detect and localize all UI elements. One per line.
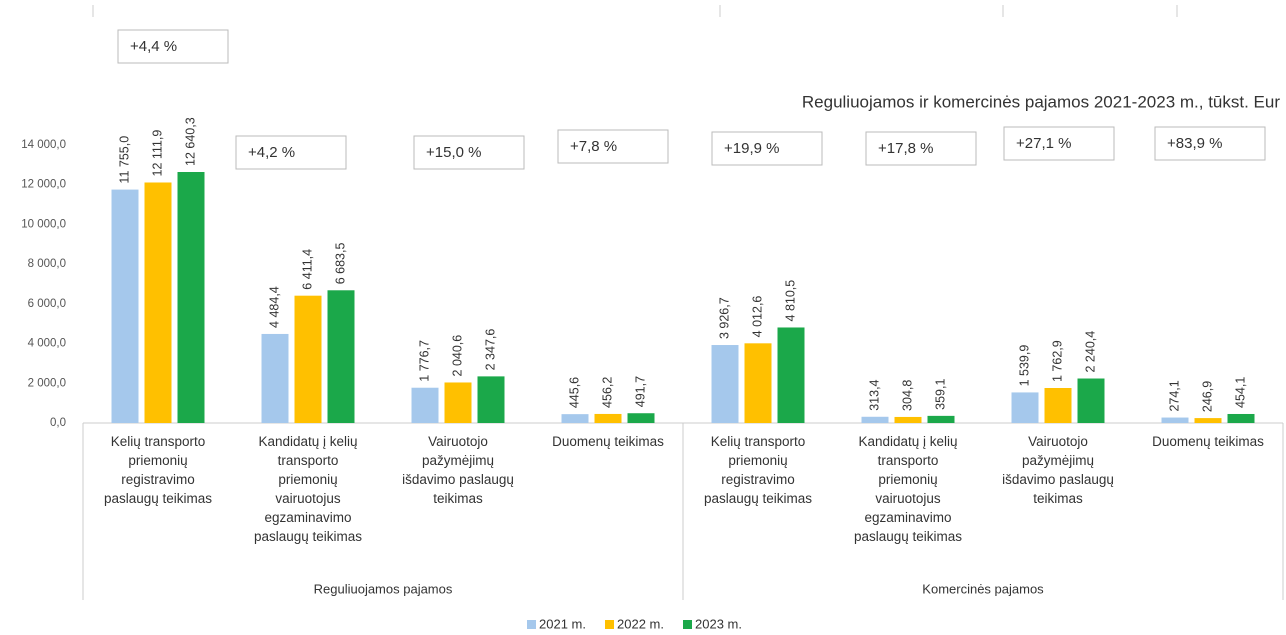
chart-title: Reguliuojamos ir komercinės pajamos 2021… bbox=[802, 92, 1280, 111]
legend-label: 2021 m. bbox=[539, 616, 586, 631]
value-label: 12 111,9 bbox=[150, 130, 164, 177]
value-label: 456,2 bbox=[600, 377, 614, 408]
value-label: 11 755,0 bbox=[117, 136, 131, 184]
value-label: 4 012,6 bbox=[750, 296, 764, 338]
annotation-box bbox=[1003, 126, 1115, 161]
value-label: 2 240,4 bbox=[1083, 331, 1097, 373]
bar bbox=[1227, 413, 1255, 423]
annotation-box bbox=[413, 135, 525, 170]
value-label: 359,1 bbox=[933, 379, 947, 410]
group-label: Komercinės pajamos bbox=[922, 581, 1044, 596]
annotation: +7,8 % bbox=[570, 138, 617, 155]
bar bbox=[1011, 392, 1039, 423]
x-tick-label: Duomenų teikimas bbox=[552, 434, 664, 449]
value-label: 1 539,9 bbox=[1017, 345, 1031, 387]
x-tick-label: Kandidatų į kelių transporto priemonių v… bbox=[853, 434, 963, 544]
y-tick-label: 6 000,0 bbox=[28, 298, 66, 310]
bar bbox=[777, 327, 805, 423]
value-label: 6 683,5 bbox=[333, 243, 347, 285]
legend-swatch bbox=[683, 620, 692, 629]
value-label: 1 762,9 bbox=[1050, 340, 1064, 382]
y-tick-label: 10 000,0 bbox=[21, 218, 66, 230]
legend-label: 2023 m. bbox=[695, 616, 742, 631]
x-tick-label: Vairuotojo pažymėjimų išdavimo paslaugų … bbox=[1002, 434, 1114, 506]
annotation: +4,2 % bbox=[248, 144, 295, 161]
value-label: 313,4 bbox=[867, 379, 881, 410]
bar bbox=[744, 343, 772, 423]
y-tick-label: 12 000,0 bbox=[21, 179, 66, 191]
annotation-box bbox=[865, 131, 977, 166]
annotation: +27,1 % bbox=[1016, 135, 1071, 152]
bar bbox=[1194, 418, 1222, 423]
annotation: +15,0 % bbox=[426, 144, 481, 161]
bar bbox=[627, 413, 655, 423]
y-tick-label: 8 000,0 bbox=[28, 258, 66, 270]
bar bbox=[144, 182, 172, 423]
legend-swatch bbox=[527, 620, 536, 629]
y-tick-label: 2 000,0 bbox=[28, 377, 66, 389]
value-label: 3 926,7 bbox=[717, 297, 731, 339]
value-label: 6 411,4 bbox=[300, 249, 314, 290]
value-label: 2 040,6 bbox=[450, 335, 464, 377]
annotation: +4,4 % bbox=[130, 38, 177, 55]
y-tick-label: 0,0 bbox=[50, 417, 66, 429]
x-tick-label: Duomenų teikimas bbox=[1152, 434, 1264, 449]
value-label: 454,1 bbox=[1233, 377, 1247, 408]
y-tick-label: 14 000,0 bbox=[21, 139, 66, 151]
value-label: 2 347,6 bbox=[483, 329, 497, 371]
bar bbox=[711, 345, 739, 423]
x-tick-label: Kelių transporto priemonių registravimo … bbox=[103, 434, 213, 506]
x-tick-label: Kelių transporto priemonių registravimo … bbox=[703, 434, 813, 506]
bar bbox=[561, 414, 589, 423]
bar bbox=[927, 415, 955, 423]
x-tick-label: Vairuotojo pažymėjimų išdavimo paslaugų … bbox=[402, 434, 514, 506]
bar bbox=[444, 382, 472, 423]
bar bbox=[1044, 387, 1072, 423]
annotation: +19,9 % bbox=[724, 140, 779, 157]
top-ticks bbox=[92, 5, 1178, 17]
annotation-box bbox=[557, 129, 669, 164]
bar bbox=[111, 189, 139, 423]
bar bbox=[894, 416, 922, 423]
bar bbox=[1161, 417, 1189, 423]
bar bbox=[477, 376, 505, 423]
bar bbox=[294, 295, 322, 423]
bar bbox=[411, 387, 439, 423]
value-label: 274,1 bbox=[1167, 380, 1181, 411]
annotation-box bbox=[235, 135, 347, 170]
x-tick-label: Kandidatų į kelių transporto priemonių v… bbox=[253, 434, 363, 544]
value-label: 12 640,3 bbox=[183, 117, 197, 166]
value-label: 246,9 bbox=[1200, 381, 1214, 412]
annotation: +17,8 % bbox=[878, 140, 933, 157]
legend-swatch bbox=[605, 620, 614, 629]
annotation: +83,9 % bbox=[1167, 135, 1222, 152]
bar bbox=[1077, 378, 1105, 423]
annotation-box bbox=[1154, 126, 1266, 161]
bar bbox=[261, 333, 289, 423]
value-label: 4 810,5 bbox=[783, 280, 797, 322]
value-label: 4 484,4 bbox=[267, 286, 281, 328]
y-tick-label: 4 000,0 bbox=[28, 338, 66, 350]
legend-label: 2022 m. bbox=[617, 616, 664, 631]
bar bbox=[861, 416, 889, 423]
bar bbox=[177, 171, 205, 423]
bar bbox=[327, 290, 355, 423]
value-label: 445,6 bbox=[567, 377, 581, 408]
annotation-box bbox=[117, 29, 229, 64]
value-label: 304,8 bbox=[900, 380, 914, 411]
annotation-box bbox=[711, 131, 823, 166]
value-label: 1 776,7 bbox=[417, 340, 431, 382]
bar bbox=[594, 413, 622, 423]
value-label: 491,7 bbox=[633, 376, 647, 407]
group-label: Reguliuojamos pajamos bbox=[314, 581, 453, 596]
